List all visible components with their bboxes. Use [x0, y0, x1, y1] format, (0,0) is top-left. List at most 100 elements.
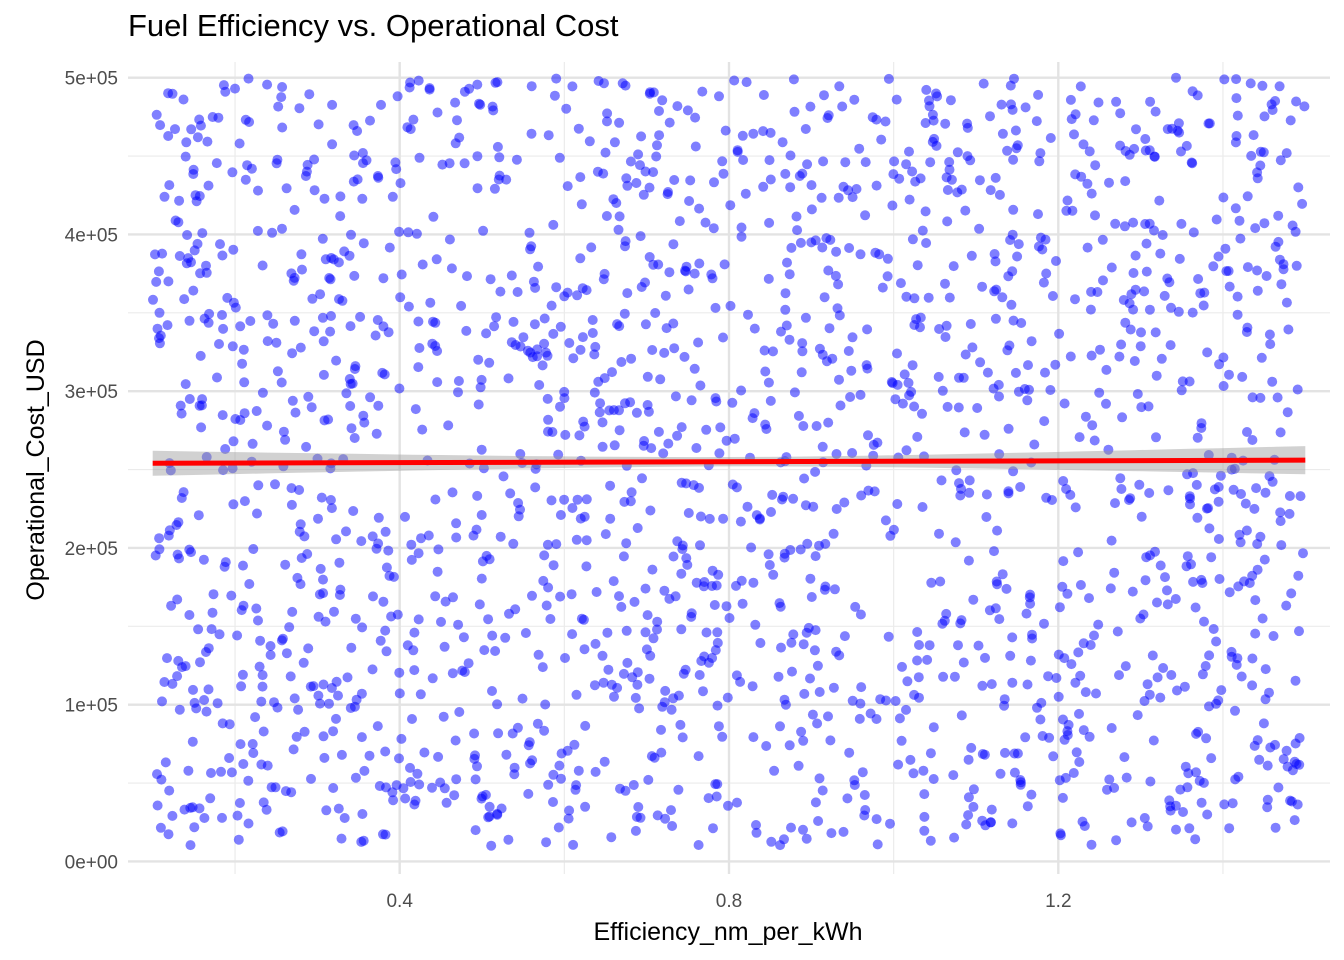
data-point [1274, 81, 1285, 92]
data-point [447, 487, 458, 498]
data-point [893, 759, 904, 770]
data-point [1230, 705, 1240, 716]
data-point [1129, 356, 1140, 366]
data-point [227, 167, 238, 178]
data-point [883, 631, 894, 642]
data-point [934, 324, 945, 334]
data-point [690, 112, 701, 123]
data-point [896, 735, 907, 746]
data-point [164, 785, 175, 796]
data-point [484, 801, 495, 812]
data-point [789, 387, 800, 398]
data-point [543, 414, 554, 425]
data-point [495, 531, 506, 542]
data-point [1202, 809, 1213, 820]
data-point [1128, 217, 1139, 228]
data-point [1095, 344, 1105, 355]
data-point [1226, 646, 1237, 657]
data-point [912, 260, 923, 271]
data-point [721, 435, 732, 446]
data-point [316, 492, 327, 503]
data-point [318, 369, 329, 380]
data-point [589, 680, 600, 691]
chart-title: Fuel Efficiency vs. Operational Cost [128, 8, 619, 43]
data-point [855, 698, 866, 709]
data-point [1297, 198, 1308, 209]
data-point [1235, 233, 1246, 244]
data-point [598, 168, 609, 179]
data-point [509, 769, 520, 780]
data-point [821, 233, 832, 244]
data-point [1160, 572, 1170, 583]
data-point [1224, 369, 1234, 380]
data-point [336, 749, 347, 760]
data-point [297, 264, 307, 275]
data-point [1257, 80, 1268, 91]
data-point [432, 377, 443, 388]
data-point [904, 390, 915, 401]
data-point [176, 408, 187, 419]
data-point [543, 426, 553, 437]
data-point [912, 627, 923, 637]
data-point [1242, 262, 1253, 273]
data-point [1247, 680, 1258, 691]
data-point [549, 90, 560, 101]
data-point [940, 332, 951, 342]
data-point [253, 615, 263, 626]
data-point [1110, 218, 1121, 229]
data-point [1231, 74, 1242, 85]
data-point [632, 523, 643, 533]
data-point [800, 124, 811, 134]
data-point [699, 577, 710, 587]
data-point [774, 598, 785, 609]
data-point [714, 448, 725, 459]
data-point [290, 407, 301, 418]
data-point [472, 761, 482, 772]
data-point [855, 249, 866, 260]
data-point [598, 274, 609, 285]
data-point [563, 813, 574, 824]
data-point [1002, 345, 1013, 356]
data-point [256, 696, 267, 707]
data-point [844, 243, 855, 253]
data-point [686, 608, 697, 619]
data-point [1239, 576, 1250, 587]
data-point [994, 189, 1005, 200]
data-point [1008, 204, 1019, 215]
data-point [676, 568, 687, 579]
data-point [326, 311, 336, 321]
data-point [543, 779, 554, 790]
data-point [492, 77, 503, 88]
data-point [825, 735, 836, 746]
data-point [439, 641, 450, 652]
data-point [956, 710, 967, 721]
data-point [413, 362, 424, 373]
data-point [427, 673, 438, 684]
data-point [708, 823, 718, 834]
data-point [593, 76, 604, 86]
data-point [346, 229, 356, 240]
data-point [299, 531, 310, 542]
data-point [640, 583, 651, 594]
data-point [681, 553, 692, 564]
data-point [280, 786, 291, 797]
data-point [318, 574, 328, 585]
data-point [553, 449, 564, 460]
data-point [318, 679, 329, 690]
data-point [802, 538, 813, 549]
data-point [645, 650, 656, 661]
data-point [1252, 539, 1263, 549]
data-point [174, 195, 185, 206]
data-point [478, 225, 489, 236]
data-point [1162, 124, 1173, 135]
data-point [178, 487, 189, 498]
data-point [648, 259, 659, 270]
data-point [859, 810, 870, 821]
data-point [963, 810, 974, 821]
data-point [695, 380, 706, 391]
data-point [1119, 221, 1130, 232]
data-point [262, 79, 273, 90]
x-axis-title: Efficiency_nm_per_kWh [593, 918, 862, 946]
data-point [909, 401, 920, 412]
data-point [945, 95, 956, 106]
